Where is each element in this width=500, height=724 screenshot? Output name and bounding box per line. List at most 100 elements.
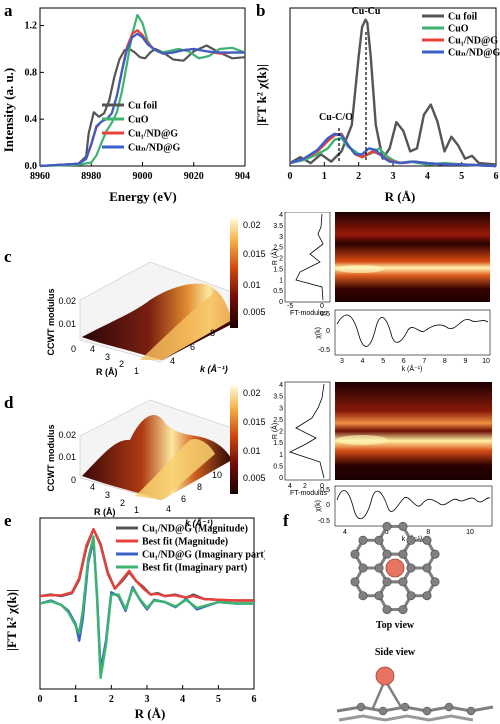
carbon-atom: [422, 706, 432, 716]
side-view-graphene-back: [338, 714, 474, 722]
wt-y-tick: 1.5: [273, 266, 283, 273]
panel-e-fit-chart: e |FT k² χ(k)| R (Å) 0 1 2 3 4 5 6 Cu₁/ND@G (M…: [4, 511, 265, 721]
svg-text:0: 0: [326, 328, 330, 335]
panel-d-surface-ridge: [135, 438, 215, 500]
wt-x-tick: 7: [422, 358, 426, 365]
legend-entry: Cu₁/ND@G (Imaginary part): [142, 550, 265, 561]
panel-f-structure-model: f Top view Side view: [283, 511, 494, 722]
svg-text:10: 10: [212, 470, 222, 480]
carbon-atom: [400, 702, 410, 712]
carbon-atom: [374, 535, 384, 545]
svg-text:0.02: 0.02: [58, 430, 76, 440]
wt-y-tick: 0.5: [273, 463, 283, 470]
carbon-atom: [422, 535, 432, 545]
svg-text:0.02: 0.02: [58, 296, 76, 306]
panel-b-ft-exafs-chart: b |FT k² χ(k)| R (Å) 0 1 2 3 4 5 6 Cu-Cu Cu-C/…: [254, 1, 500, 204]
panel-e-label: e: [4, 511, 12, 530]
cu-cu-annotation: Cu-Cu: [352, 6, 381, 17]
wt-y-tick: 0: [279, 475, 283, 482]
wt-y-tick: 2: [279, 256, 283, 263]
panel-d-ft-tick: 4: [288, 483, 292, 490]
carbon-atom: [466, 706, 476, 716]
carbon-atom: [406, 591, 416, 601]
svg-text:0.005: 0.005: [243, 307, 266, 317]
panel-c-wt-hotspot: [336, 265, 384, 273]
carbon-atom: [358, 591, 368, 601]
wt-y-tick: 3: [279, 234, 283, 241]
series-line-1: [39, 528, 254, 602]
wt-y-tick: 0: [279, 299, 283, 306]
panel-d-surface: [82, 414, 232, 500]
legend-entry: Cu foil: [448, 12, 477, 23]
panel-a-label: a: [4, 1, 13, 20]
panel-d-label: d: [4, 393, 14, 412]
panel-d-chi-box: [334, 485, 493, 527]
x-tick-label: 0: [288, 171, 293, 182]
x-tick-label: 8960: [30, 171, 50, 182]
wt-x-tick: 8: [426, 529, 430, 536]
svg-text:4: 4: [90, 482, 95, 492]
wt-y-tick: 3.5: [273, 394, 283, 401]
panel-d-ft-tick: 2: [303, 483, 307, 490]
wt-x-tick: 9: [463, 358, 467, 365]
series-line-0: [39, 44, 246, 168]
panel-e-legend: Cu₁/ND@G (Magnitude) Best fit (Magnitude)…: [116, 524, 265, 574]
y-tick-label: 1.2: [25, 21, 38, 32]
wt-x-tick: 4: [361, 358, 365, 365]
top-view-label: Top view: [376, 620, 415, 631]
legend-entry: Cu₁/ND@G (Magnitude): [142, 524, 248, 535]
panel-c-k-ticks: 4 6 8: [170, 328, 215, 366]
panel-d-zlabel: CCWT modulus: [46, 425, 56, 492]
carbon-atom: [356, 702, 366, 712]
panel-c-chi-ylabel: χ(k): [315, 327, 322, 339]
carbon-atom: [398, 605, 408, 615]
wt-y-tick: 4: [279, 382, 283, 389]
panel-c-wavelet-transform: c CCWT modulus 0 0.01 0.02 4 3 2 1 R (Å)…: [4, 212, 491, 377]
panel-d-ft-tick: 0: [320, 483, 324, 490]
x-tick-label: 6: [494, 171, 499, 182]
panel-d-ft-curve: [288, 383, 325, 479]
wt-y-tick: 1: [279, 277, 283, 284]
panel-c-colorbar: [230, 218, 238, 328]
panel-d-chi-curve: [336, 490, 491, 520]
panel-d-zticks: 0 0.01 0.02: [58, 430, 76, 485]
panel-d-ft-box: [284, 381, 331, 481]
wt-y-tick: 0.5: [273, 288, 283, 295]
x-tick-label: 6: [252, 694, 257, 705]
panel-d-k-ticks: 4 6 8 10: [166, 470, 222, 514]
svg-text:0.015: 0.015: [243, 249, 266, 259]
wt-x-tick: 6: [402, 358, 406, 365]
panel-d-r-label: R (Å): [94, 507, 116, 517]
panel-c-wt-ylabel: R (Å): [270, 249, 279, 265]
panel-c-surface-ridge: [140, 291, 232, 360]
panel-d-chi-ylabel: χ(k): [315, 500, 322, 512]
panel-e-lines: [39, 528, 254, 679]
carbon-atom: [350, 577, 360, 587]
panel-c-ft-curve: [295, 213, 324, 301]
panel-c-label: c: [4, 247, 12, 266]
carbon-atom: [358, 563, 368, 573]
panel-a-xlabel: Energy (eV): [109, 189, 177, 204]
wt-x-tick: 4: [343, 529, 347, 536]
wt-x-tick: 6: [385, 529, 389, 536]
carbon-atom: [422, 563, 432, 573]
svg-text:1: 1: [134, 366, 139, 376]
panel-c-k-label: k (Å⁻¹): [200, 364, 228, 374]
x-tick-label: 4: [425, 171, 430, 182]
svg-text:-0.5: -0.5: [318, 518, 330, 525]
legend-entry: Best fit (Magnitude): [142, 537, 228, 548]
panel-d-wavelet-transform: d CCWT modulus 0 0.01 0.02 4 3 2 1 R (Å)…: [4, 381, 493, 543]
panel-a-ylabel: Intensity (a. u.): [1, 68, 16, 153]
wt-x-tick: 10: [482, 358, 490, 365]
panel-c-wt-xticks: 3 4 5 6 7 8 9 10: [340, 358, 490, 365]
panel-e-ylabel: |FT k² χ(k)|: [4, 589, 19, 651]
panel-f-side-view-structure: [336, 666, 494, 722]
panel-d-colorbar-ticks: 0.02 0.015 0.01 0.005: [243, 388, 266, 483]
panel-e-ticks: 0 1 2 3 4 5 6: [38, 685, 257, 705]
legend-entry: Cu foil: [128, 101, 157, 112]
panel-d-k-label: k (Å⁻¹): [185, 518, 213, 528]
panel-d-wt-hotspot: [336, 435, 388, 445]
